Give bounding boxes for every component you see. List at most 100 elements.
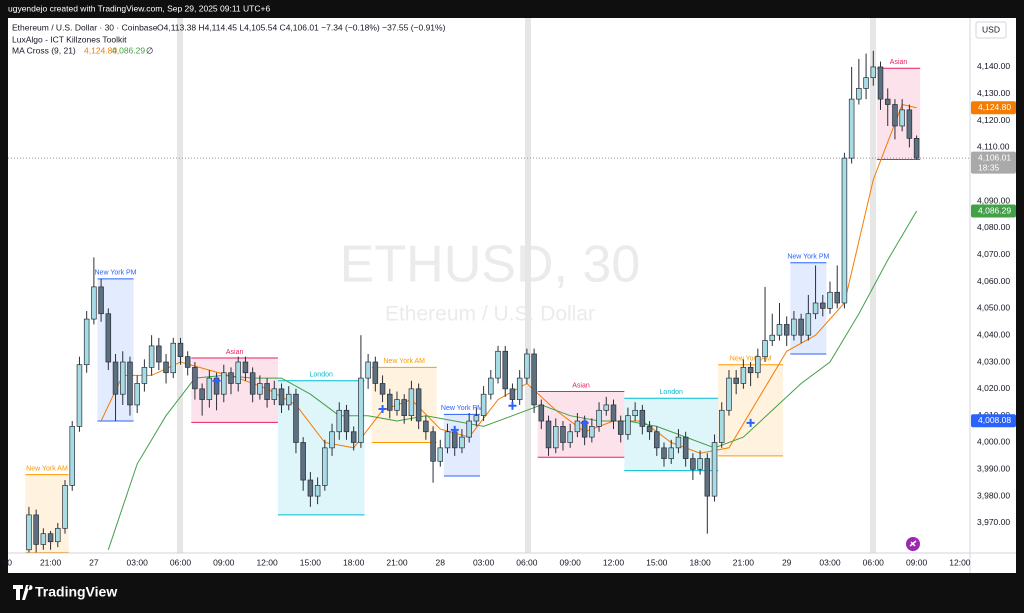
price-tag — [971, 414, 1016, 428]
candle-body — [98, 286, 104, 315]
candle-body — [329, 431, 335, 449]
candle-body — [307, 479, 314, 497]
candle-body — [625, 415, 631, 435]
x-tick-label: 12:00 — [949, 557, 971, 567]
y-tick-label: 4,090.00 — [977, 195, 1010, 205]
candle-body — [733, 377, 739, 384]
brand-logo: TradingView — [13, 584, 117, 600]
candle-body — [718, 409, 725, 443]
candle-body — [423, 420, 429, 433]
x-tick-label: 00 — [3, 557, 13, 567]
watermark-symbol: ETHUSD, 30 — [340, 236, 641, 294]
x-tick-label: 12:00 — [603, 557, 625, 567]
ma-value: 4,124.80 — [84, 45, 117, 55]
watermark-description: Ethereum / U.S. Dollar — [385, 303, 595, 326]
candle-body — [206, 377, 213, 400]
candle-body — [228, 372, 234, 384]
y-tick-label: 3,980.00 — [977, 490, 1010, 500]
candle-body — [394, 399, 400, 411]
candle-body — [365, 361, 371, 379]
candle-body — [300, 442, 306, 481]
x-tick-label: 03:00 — [473, 557, 495, 567]
candle-body — [596, 409, 602, 427]
icon-glyph — [909, 540, 917, 547]
indicator-title: MA Cross (9, 21) — [12, 45, 76, 55]
candle-body — [812, 302, 819, 315]
candle-body — [488, 377, 494, 395]
candle-body — [690, 458, 696, 470]
y-tick-label: 4,080.00 — [977, 222, 1010, 232]
price-tag — [971, 151, 1016, 174]
candle-body — [567, 431, 573, 443]
candle-body — [76, 364, 83, 427]
candle-body — [33, 514, 39, 545]
candle-body — [466, 420, 472, 438]
x-tick-label: 09:00 — [560, 557, 582, 567]
candle-body — [646, 426, 653, 433]
candle-body — [451, 431, 458, 449]
candle-body — [235, 361, 241, 384]
x-tick-label: 09:00 — [906, 557, 928, 567]
candle-body — [408, 388, 415, 417]
candle-body — [62, 485, 68, 529]
y-tick-label: 3,970.00 — [977, 517, 1010, 527]
killzone-label: New York AM — [730, 356, 772, 363]
candle-body — [654, 431, 660, 449]
candle-body — [668, 447, 674, 459]
plot: New York AM New York PM Asian London New Yor… — [8, 50, 970, 553]
y-tick-label: 4,110.00 — [977, 142, 1010, 152]
price-tag — [971, 101, 1016, 115]
y-tick-label: 4,000.00 — [977, 437, 1010, 447]
candle-body — [524, 353, 530, 379]
killzone-label: Asian — [890, 59, 908, 66]
candle-body — [156, 345, 162, 363]
candle-body — [192, 367, 198, 390]
candle-body — [502, 350, 508, 390]
price-tag — [971, 204, 1016, 218]
killzone-label: New York AM — [26, 466, 68, 473]
candle-body — [119, 361, 126, 395]
marker — [212, 376, 221, 385]
candle-body — [791, 318, 797, 336]
killzone-label: New York PM — [787, 254, 829, 261]
candle-body — [675, 436, 682, 449]
candle-body — [884, 98, 891, 105]
candle-body — [553, 426, 559, 449]
candle-body — [264, 383, 270, 400]
candle-body — [704, 458, 711, 497]
candle-body — [798, 318, 804, 336]
session-break — [870, 18, 876, 553]
x-tick-label: 21:00 — [386, 557, 408, 567]
indicator-title: LuxAlgo - ICT Killzones Toolkit — [12, 34, 127, 44]
x-tick-label: 18:00 — [343, 557, 365, 567]
candle-body — [379, 383, 386, 395]
legend-symbol: Ethereum / U.S. Dollar · 30 · Coinbase — [12, 22, 158, 32]
candle-body — [632, 409, 638, 417]
candle-body — [697, 458, 703, 470]
candle-body — [769, 334, 776, 341]
candle-body — [55, 527, 61, 543]
candle-body — [372, 361, 379, 384]
x-tick-label: 15:00 — [646, 557, 668, 567]
candle-body — [401, 399, 407, 417]
x-tick-label: 06:00 — [863, 557, 885, 567]
x-tick-label: 18:00 — [689, 557, 711, 567]
y-tick-label: 4,060.00 — [977, 276, 1010, 286]
y-tick-label: 4,050.00 — [977, 303, 1010, 313]
candle-body — [834, 291, 840, 304]
ma-value: 4,086.29 — [112, 45, 145, 55]
killzone-box — [25, 474, 69, 553]
candle-body — [610, 404, 617, 422]
candle-body — [257, 383, 263, 395]
chart-area — [8, 18, 1016, 573]
candle-body — [560, 426, 566, 443]
candle-body — [877, 66, 884, 100]
killzone-box — [537, 391, 625, 458]
tv-icon — [906, 537, 920, 551]
candle-body — [430, 431, 436, 462]
candle-body — [495, 350, 501, 379]
price-tag-label: 4,086.29 — [978, 205, 1011, 215]
candle-body — [40, 533, 47, 545]
marker — [450, 425, 459, 434]
